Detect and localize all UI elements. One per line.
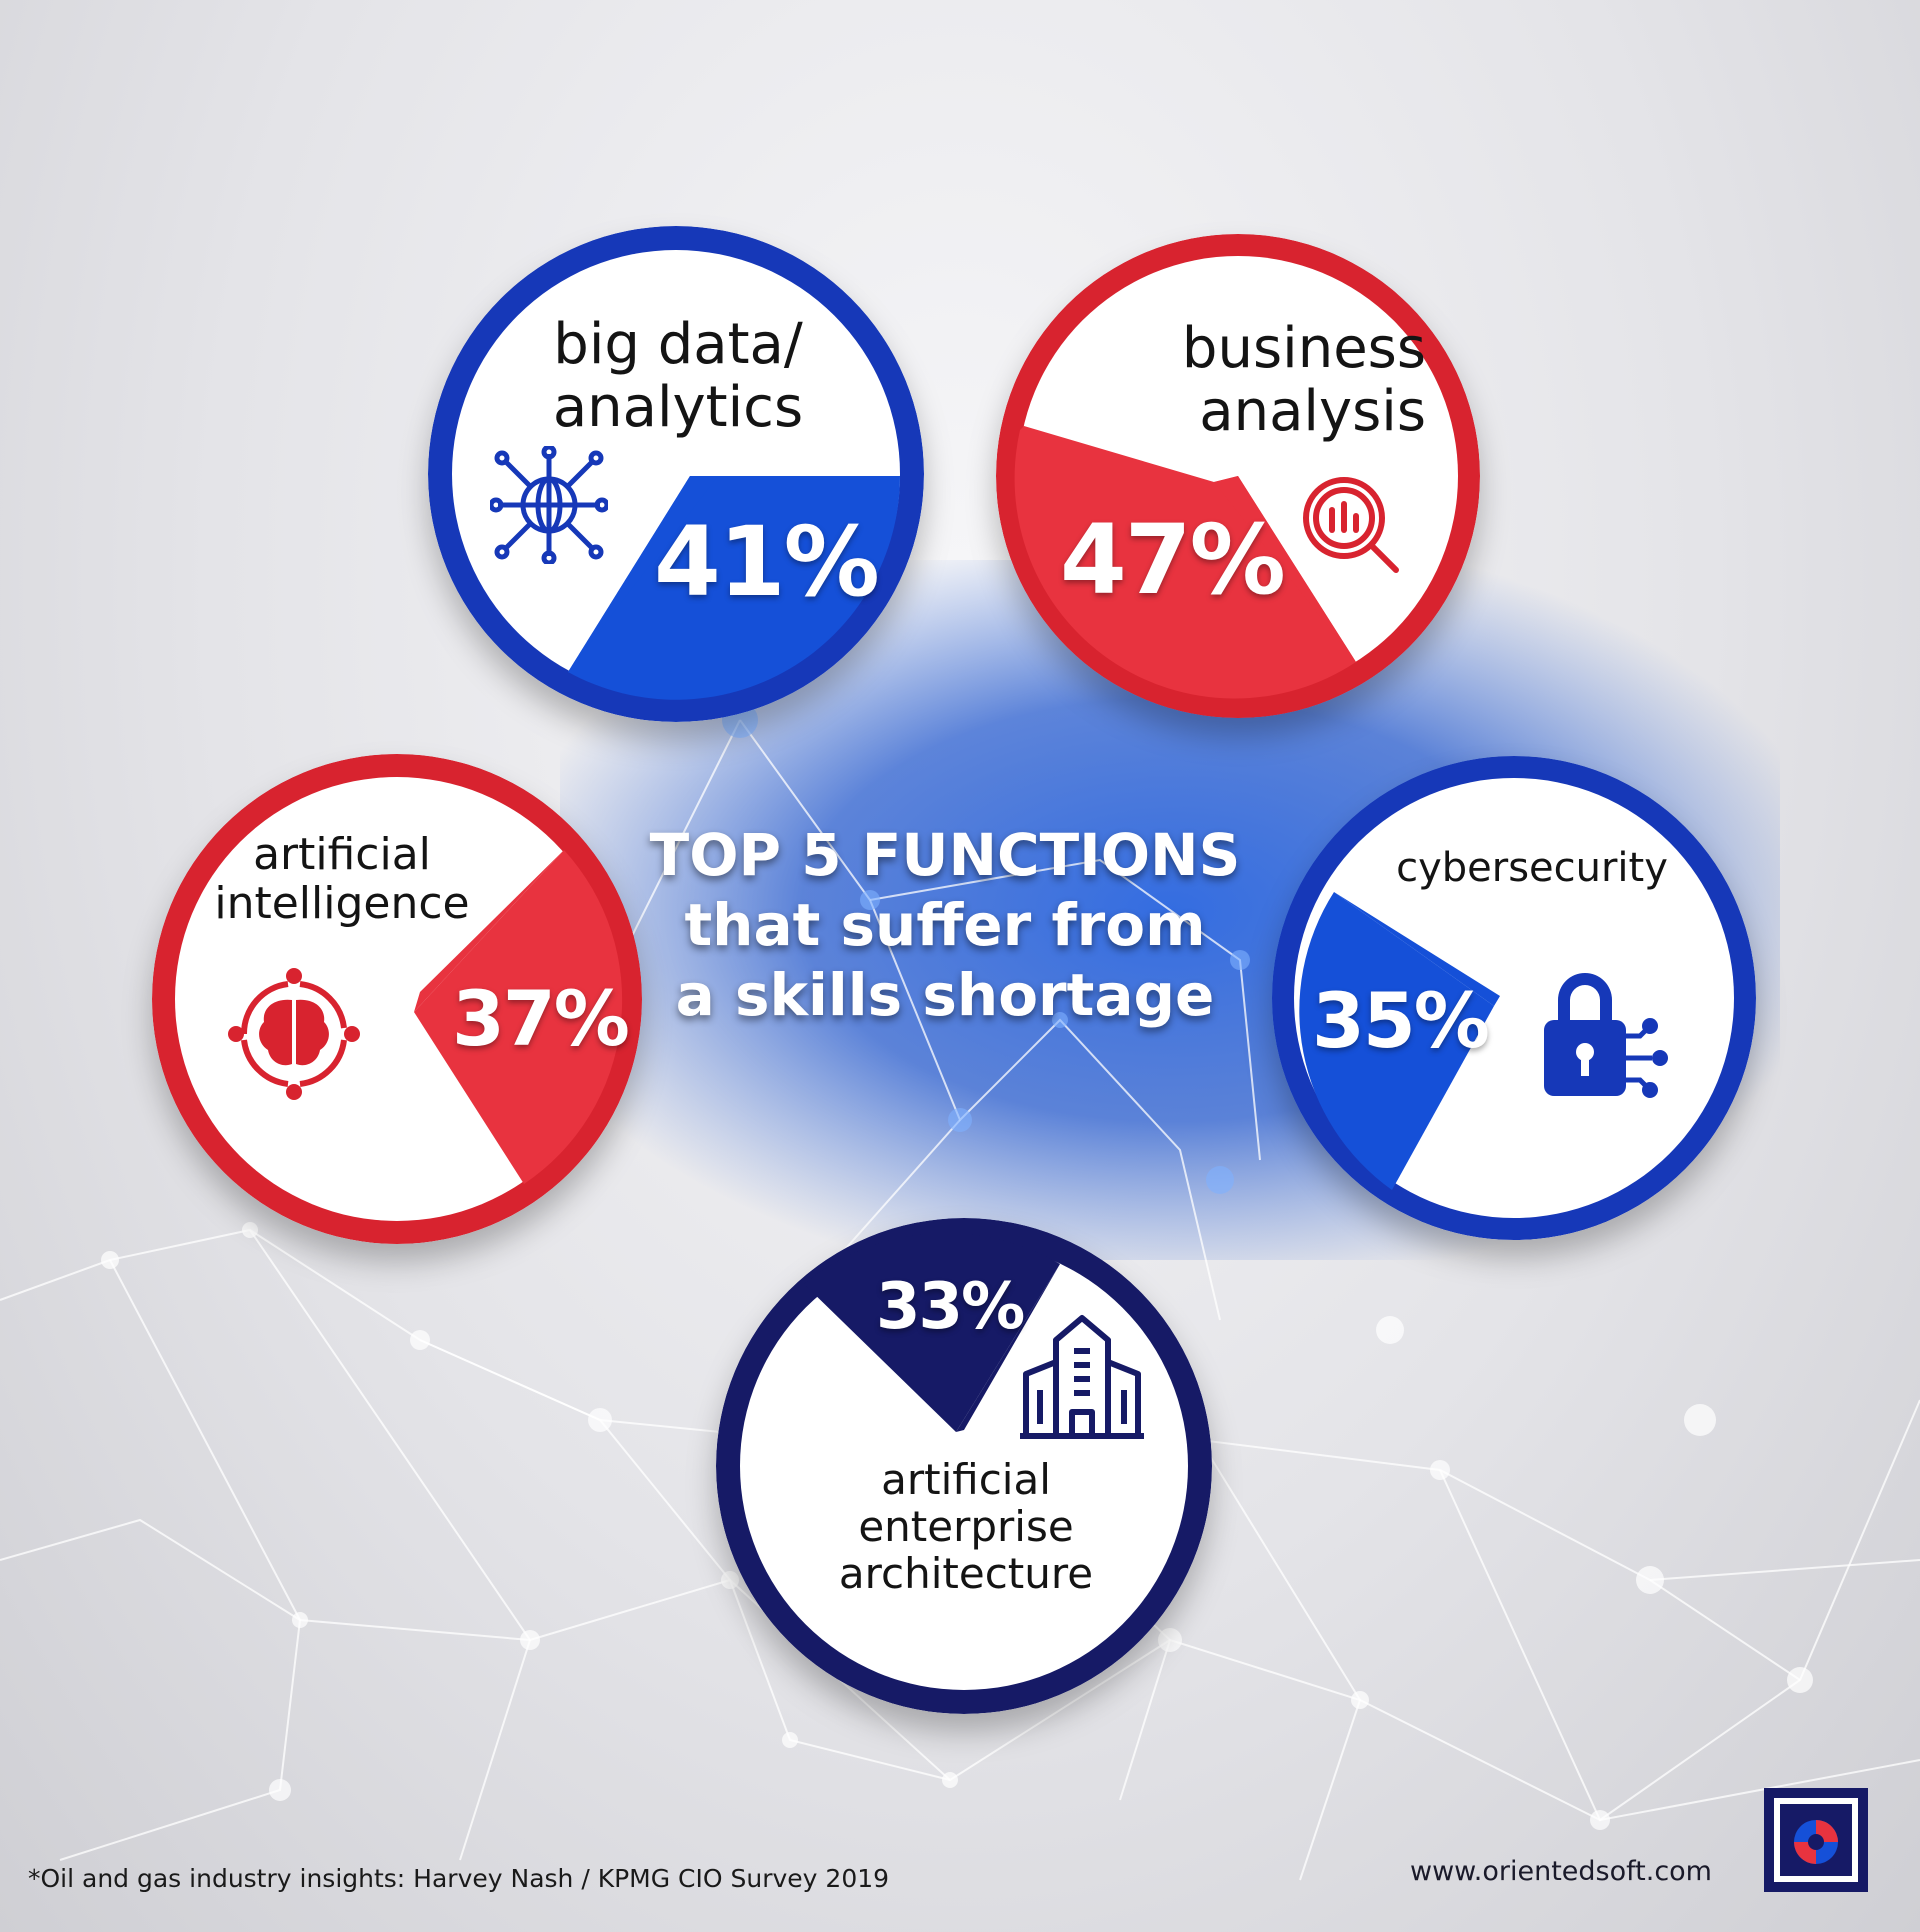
enterprise-architecture-value: 33%	[876, 1270, 1025, 1344]
page-title: TOP 5 FUNCTIONS that suffer from a skill…	[570, 820, 1320, 1030]
big-data-analytics-label-line2: analytics	[552, 374, 804, 440]
title-line3: a skills shortage	[675, 961, 1215, 1029]
enterprise-architecture-card: 33% artificial enterprise architecture	[716, 1218, 1212, 1714]
source-footnote: *Oil and gas industry insights: Harvey N…	[28, 1864, 890, 1893]
big-data-analytics-value: 41%	[654, 506, 880, 618]
artificial-intelligence-value: 37%	[452, 974, 630, 1063]
magnifier-chart-icon	[1303, 477, 1399, 573]
enterprise-architecture-value-wedge	[804, 1232, 1060, 1432]
title-line1: TOP 5 FUNCTIONS	[649, 821, 1241, 889]
business-analysis-value: 47%	[1060, 504, 1286, 616]
cybersecurity-label: cybersecurity	[1396, 845, 1668, 891]
business-analysis-label-line2: analysis	[1199, 378, 1426, 444]
building-icon	[1020, 1315, 1144, 1439]
cybersecurity-card: cybersecurity 35%	[1272, 756, 1756, 1240]
cybersecurity-value-wedge	[1299, 892, 1494, 1190]
enterprise-architecture-label-line1: artificial	[881, 1455, 1051, 1504]
artificial-intelligence-label-line2: intelligence	[214, 878, 470, 930]
enterprise-architecture-label-line3: architecture	[838, 1549, 1094, 1599]
enterprise-architecture-label-line2: enterprise	[858, 1502, 1074, 1552]
brain-icon	[228, 968, 360, 1100]
cybersecurity-value: 35%	[1312, 976, 1490, 1065]
business-analysis-label-line1: business	[1181, 316, 1426, 381]
artificial-intelligence-card: artificial intelligence 37%	[152, 754, 642, 1244]
business-analysis-card: business analysis 47%	[996, 234, 1480, 718]
website-link[interactable]: www.orientedsoft.com	[1410, 1856, 1712, 1887]
business-analysis-value-wedge	[1014, 426, 1356, 699]
title-line2: that suffer from	[684, 891, 1206, 959]
artificial-intelligence-value-wedge	[414, 850, 623, 1184]
padlock-network-icon	[1544, 973, 1668, 1098]
artificial-intelligence-label-line1: artificial	[253, 829, 431, 880]
orientedsoft-logo-icon	[1764, 1788, 1868, 1892]
big-data-analytics-card: big data/ analytics 41%	[428, 226, 924, 722]
big-data-analytics-label-line1: big data/	[553, 312, 803, 377]
globe-network-icon	[490, 446, 608, 564]
